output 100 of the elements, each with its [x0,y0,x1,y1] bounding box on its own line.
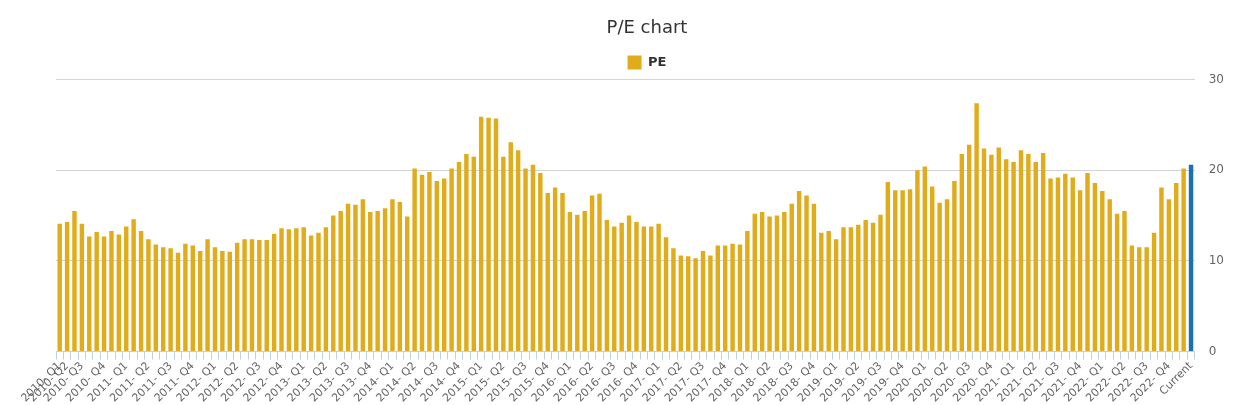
bar [138,230,144,352]
bar [893,190,898,352]
bar [789,203,794,352]
bar [131,219,136,352]
bar [1092,182,1098,352]
bar [331,215,336,352]
bar [989,154,994,352]
bar [360,199,366,352]
bar [368,211,373,352]
bar [826,230,831,352]
bar [449,168,454,352]
bar [1040,153,1046,352]
bar [841,227,846,352]
bar [405,216,410,352]
bar [597,193,602,352]
bar [1107,199,1112,352]
bar [1174,182,1179,352]
bar [974,103,979,352]
bar [782,211,787,352]
bar [271,233,277,352]
bar [863,220,868,352]
bar [722,245,728,352]
bar [523,168,528,352]
bar [515,150,521,352]
bar [124,226,129,352]
bar [264,240,269,352]
bar [257,240,262,352]
bar [922,166,928,352]
bar [478,116,484,352]
bar [626,215,632,352]
bar [486,117,491,352]
bar [708,255,713,352]
bar [168,248,173,352]
bar [1003,159,1009,352]
bar [589,195,595,352]
bar [745,230,750,352]
bar [471,156,476,352]
bar [1188,164,1194,352]
bar [323,227,329,352]
bar [456,162,462,352]
bar [345,203,351,352]
bar [279,228,284,352]
bar [183,243,188,352]
bar [116,234,122,352]
bar [944,199,950,352]
bar [641,226,647,352]
bar [870,222,876,352]
bar [804,195,809,352]
bar [1159,187,1164,352]
bar [64,221,70,352]
bar [952,181,957,352]
bar [227,251,232,352]
bar [774,215,780,352]
bar [700,250,706,352]
bar [501,156,506,352]
bar [464,153,469,352]
bar [560,192,565,352]
bar [205,239,210,352]
bar [671,248,676,352]
bar [900,190,905,352]
bar [1122,211,1127,352]
bar [848,227,854,352]
bar [493,118,499,352]
bar [767,216,772,352]
bar [1011,162,1016,352]
bar [538,172,543,352]
bar [1070,177,1075,352]
bar [981,148,987,352]
bar [338,211,343,352]
bar [930,186,935,352]
bar [530,164,536,352]
bar [153,244,159,352]
bar [811,203,817,352]
bar [197,250,203,352]
bar [856,224,861,352]
bar [582,211,587,352]
bar [1018,150,1024,352]
bar [353,204,358,352]
bar [249,239,255,352]
bar [1026,153,1031,352]
bar [190,245,196,352]
bar [101,236,107,352]
y-tick-label: 20 [1208,162,1225,177]
bar [907,189,913,352]
bar [286,229,292,352]
bar [885,182,891,352]
bar [878,214,883,352]
bar [796,191,802,352]
bar [663,237,669,352]
bar [242,239,247,352]
bar [1048,178,1053,352]
bar [109,230,114,352]
bar [634,221,639,352]
bar [301,227,306,352]
bar [1137,247,1142,352]
bar [412,168,417,352]
bar [552,187,558,352]
bar [759,211,765,352]
bar [316,232,321,352]
bar [397,201,403,352]
